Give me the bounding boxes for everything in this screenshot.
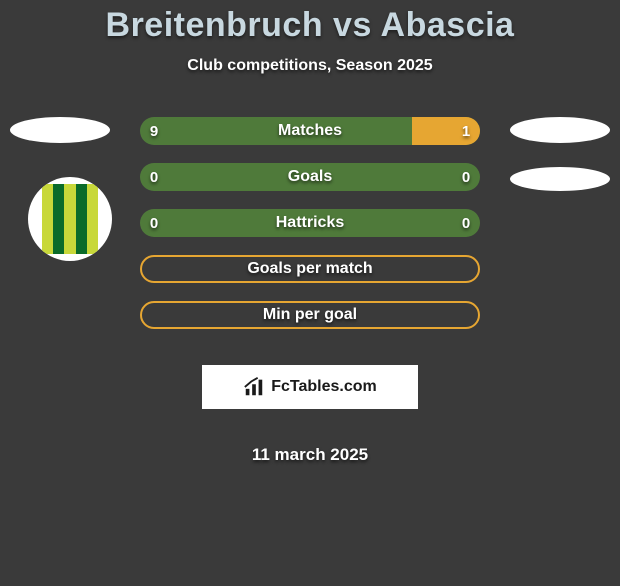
stat-bg — [140, 163, 480, 191]
brand-box[interactable]: FcTables.com — [202, 365, 418, 409]
page-title: Breitenbruch vs Abascia — [0, 6, 620, 45]
player-right-ellipse-2 — [510, 167, 610, 191]
stat-row: Min per goal — [140, 301, 480, 329]
badge-stripe — [42, 184, 53, 254]
stat-bg — [140, 255, 480, 283]
player-left-ellipse — [10, 117, 110, 143]
stat-bg — [140, 209, 480, 237]
stat-value-left: 0 — [140, 163, 168, 191]
stat-value-right: 0 — [452, 209, 480, 237]
badge-stripe — [53, 184, 64, 254]
stat-value-left: 0 — [140, 209, 168, 237]
badge-stripe — [87, 184, 98, 254]
badge-stripe — [76, 184, 87, 254]
brand-text: FcTables.com — [271, 378, 377, 396]
team-badge-left — [28, 177, 112, 261]
badge-stripe — [64, 184, 75, 254]
stat-value-left: 9 — [140, 117, 168, 145]
stat-row: Goals per match — [140, 255, 480, 283]
stats-container: 91Matches00Goals00HattricksGoals per mat… — [0, 117, 620, 465]
stat-bg — [140, 301, 480, 329]
stat-row: 00Goals — [140, 163, 480, 191]
stat-row: 00Hattricks — [140, 209, 480, 237]
stat-value-right: 0 — [452, 163, 480, 191]
team-badge-stripes — [42, 184, 98, 254]
date-line: 11 march 2025 — [252, 445, 368, 465]
stat-value-right: 1 — [452, 117, 480, 145]
chart-icon — [243, 376, 265, 398]
subtitle: Club competitions, Season 2025 — [0, 57, 620, 75]
player-right-ellipse — [510, 117, 610, 143]
stat-row: 91Matches — [140, 117, 480, 145]
